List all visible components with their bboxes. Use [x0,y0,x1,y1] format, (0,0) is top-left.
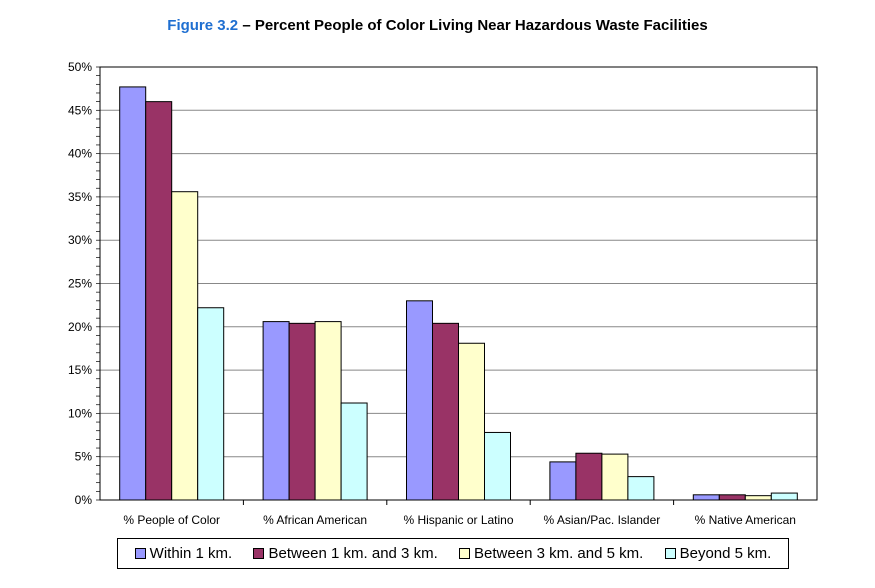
y-tick-label: 10% [68,406,92,420]
x-tick-label: % Native American [695,513,796,527]
legend-swatch [664,548,676,559]
bar [314,321,342,501]
bar [171,191,199,501]
legend-label: Between 1 km. and 3 km. [268,545,438,562]
legend-item: Within 1 km. [134,545,233,562]
y-tick-label: 35% [68,190,92,204]
legend: Within 1 km. Between 1 km. and 3 km. Betwe… [117,538,789,569]
chart-title: Figure 3.2 – Percent People of Color Liv… [0,17,875,34]
legend-swatch [134,548,146,559]
legend-item: Between 3 km. and 5 km. [459,545,643,562]
bar [484,431,511,501]
y-tick-label: 25% [68,277,92,291]
bar [262,321,290,501]
chart-title-text: – Percent People of Color Living Near Ha… [242,17,708,34]
bar [744,495,772,501]
bar [770,492,798,501]
bar [458,342,485,501]
bar [718,494,746,501]
bar [406,300,433,501]
bar [145,101,173,501]
legend-item: Between 1 km. and 3 km. [253,545,438,562]
x-tick-label: % Hispanic or Latino [403,513,513,527]
y-tick-label: 30% [68,233,92,247]
y-tick-label: 45% [68,103,92,117]
legend-swatch [459,548,471,559]
bar [692,494,720,501]
bar [288,322,316,501]
bar [340,402,368,501]
y-tick-label: 20% [68,320,92,334]
x-tick-label: % People of Color [123,513,220,527]
legend-item: Beyond 5 km. [664,545,772,562]
y-tick-label: 0% [75,493,93,507]
bar [575,452,603,501]
y-tick-label: 50% [68,60,92,74]
x-tick-label: % African American [263,513,367,527]
y-tick-label: 40% [68,147,92,161]
legend-swatch [253,548,265,559]
y-tick-label: 15% [68,363,92,377]
legend-label: Between 3 km. and 5 km. [474,545,644,562]
bar [601,453,629,501]
bar [549,461,577,501]
y-tick-label: 5% [75,450,93,464]
bar [627,476,655,501]
legend-label: Beyond 5 km. [679,545,772,562]
x-tick-label: % Asian/Pac. Islander [544,513,661,527]
figure-number: Figure 3.2 [167,17,239,34]
legend-label: Within 1 km. [149,545,233,562]
bar [197,307,225,501]
bar [432,322,459,501]
bar [119,86,147,501]
